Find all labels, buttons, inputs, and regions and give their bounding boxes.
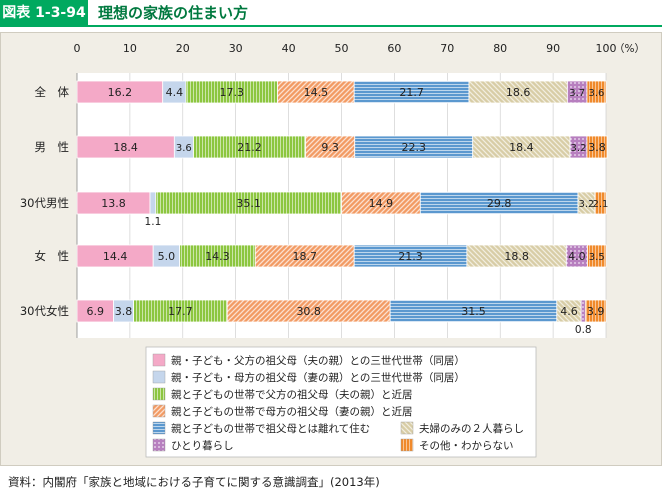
legend-swatch <box>400 438 414 452</box>
x-tick-label: 30 <box>229 42 243 55</box>
data-label: 4.6 <box>560 305 578 318</box>
data-label: 3.9 <box>587 305 605 318</box>
figure-title: 理想の家族の住まい方 <box>98 4 249 22</box>
category-label: 全 体 <box>35 85 70 99</box>
category-label: 男 性 <box>35 140 70 154</box>
x-tick-label: 40 <box>282 42 296 55</box>
x-tick-label: 50 <box>335 42 349 55</box>
data-label: 16.2 <box>108 86 133 99</box>
data-label: 13.8 <box>101 197 126 210</box>
data-label: 35.1 <box>236 197 261 210</box>
legend-label: 親・子ども・父方の祖父母（夫の親）との三世代世帯（同居） <box>171 354 465 367</box>
stacked-bar-chart: 0 10 20 30 40 50 60 70 80 90 100（%） 全 体 16.2 4.4 17.3 1… <box>20 42 645 458</box>
bar-segment <box>149 191 157 215</box>
data-label: 17.7 <box>168 305 193 318</box>
figure-number-badge: 図表 1-3-94 <box>0 0 88 26</box>
data-label: 3.2 <box>571 143 587 154</box>
legend-label: ひとり暮らし <box>171 439 234 452</box>
x-tick-label: 90 <box>546 42 560 55</box>
data-label: 3.7 <box>569 88 585 99</box>
bar-segment <box>587 244 607 268</box>
data-label: 3.5 <box>589 252 605 263</box>
x-tick-label: 60 <box>387 42 401 55</box>
legend-swatch <box>152 370 166 384</box>
legend-label: 親と子どもの世帯で祖父母とは離れて住む <box>171 422 370 435</box>
data-label: 18.7 <box>292 250 317 263</box>
legend-swatch <box>152 353 166 367</box>
data-label: 3.8 <box>588 141 606 154</box>
data-label: 14.4 <box>103 250 128 263</box>
data-label: 18.4 <box>509 141 534 154</box>
legend-label: 親と子どもの世帯で父方の祖父母（夫の親）と近居 <box>171 388 413 401</box>
data-label: 9.3 <box>321 141 339 154</box>
data-label: 21.2 <box>237 141 262 154</box>
bar-segment <box>586 135 608 159</box>
legend-swatch <box>152 404 166 418</box>
x-tick-label: 20 <box>176 42 190 55</box>
data-label: 29.8 <box>487 197 512 210</box>
data-label: 30.8 <box>296 305 321 318</box>
legend-box <box>145 346 537 458</box>
chart-panel: 0 10 20 30 40 50 60 70 80 90 100 （%） 全 体 16.2 4.4 17.3 1… <box>0 32 662 466</box>
data-label: 3.6 <box>176 143 192 154</box>
header-underline <box>0 25 662 27</box>
data-label: 5.0 <box>158 250 176 263</box>
data-label: 3.8 <box>115 305 133 318</box>
bar-segment <box>594 191 607 215</box>
legend-swatch <box>152 421 166 435</box>
legend-label: 夫婦のみの２人暮らし <box>419 422 524 435</box>
data-label: 4.0 <box>568 250 586 263</box>
legend-swatch <box>400 421 414 435</box>
source-note: 資料：内閣府「家族と地域における子育てに関する意識調査」(2013年) <box>8 475 380 489</box>
data-label: 0.8 <box>575 324 592 336</box>
bar-segment <box>584 299 607 323</box>
figure-header: 図表 1-3-94 理想の家族の住まい方 <box>0 0 662 27</box>
data-label: 18.6 <box>506 86 531 99</box>
bar-segment <box>586 80 607 104</box>
data-label: 6.9 <box>87 305 105 318</box>
x-tick-label: 10 <box>123 42 137 55</box>
axis-unit-label: （%） <box>614 43 645 55</box>
x-tick-label: 100 <box>596 42 617 55</box>
category-label: 30代女性 <box>20 304 69 318</box>
data-label: 17.3 <box>219 86 244 99</box>
category-label: 女 性 <box>35 249 70 263</box>
data-label: 3.6 <box>589 88 605 99</box>
data-label: 14.3 <box>205 250 230 263</box>
data-label: 21.7 <box>399 86 424 99</box>
legend-label: 親と子どもの世帯で母方の祖父母（妻の親）と近居 <box>171 405 413 418</box>
legend-swatch <box>152 387 166 401</box>
x-tick-label: 70 <box>440 42 454 55</box>
legend-swatch <box>152 438 166 452</box>
data-label: 14.9 <box>369 197 394 210</box>
data-label: 1.1 <box>145 216 162 228</box>
bar-segment <box>580 299 586 323</box>
legend-label: その他・わからない <box>419 439 514 452</box>
x-tick-label: 0 <box>74 42 81 55</box>
data-label: 31.5 <box>461 305 486 318</box>
category-label: 30代男性 <box>20 196 69 210</box>
data-label: 18.8 <box>504 250 529 263</box>
data-label: 3.2 <box>578 199 594 210</box>
data-label: 18.4 <box>113 141 138 154</box>
x-tick-label: 80 <box>493 42 507 55</box>
data-label: 14.5 <box>304 86 329 99</box>
data-label: 2.1 <box>592 199 608 210</box>
data-label: 4.4 <box>166 86 184 99</box>
data-label: 22.3 <box>401 141 426 154</box>
data-label: 21.3 <box>398 250 423 263</box>
legend-label: 親・子ども・母方の祖父母（妻の親）との三世代世帯（同居） <box>171 371 465 384</box>
